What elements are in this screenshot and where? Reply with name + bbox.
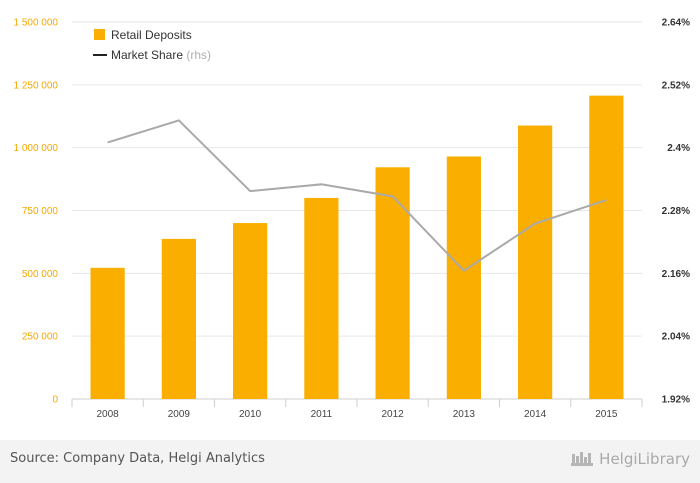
y-right-tick-label: 2.52% (662, 80, 690, 91)
bar-retail-deposits (446, 156, 481, 399)
bar-retail-deposits (90, 267, 125, 399)
legend-label-retail-deposits: Retail Deposits (111, 28, 192, 42)
bar-retail-deposits (161, 238, 196, 399)
bar-retail-deposits (589, 95, 624, 400)
y-right-tick-label: 2.16% (662, 269, 690, 280)
y-left-tick-label: 750 000 (22, 206, 59, 217)
grid-lines (72, 21, 642, 400)
y-right-tick-label: 1.92% (662, 395, 690, 406)
bar-retail-deposits (233, 223, 268, 399)
legend-swatch-market-share (93, 54, 107, 56)
chart: 0 250 000 500 000 750 000 1 000 000 1 250 000… (14, 18, 691, 421)
x-tick-label: 2014 (524, 409, 547, 420)
x-tick-label: 2008 (97, 409, 120, 420)
y-right-tick-label: 2.4% (667, 143, 690, 154)
x-tick-label: 2009 (168, 409, 191, 420)
x-tick-label: 2011 (311, 409, 333, 420)
legend-market-share-name: Market Share (111, 48, 183, 62)
y-right-tick-label: 2.04% (662, 332, 690, 343)
x-tick-label: 2012 (382, 409, 405, 420)
bar-retail-deposits (518, 125, 553, 400)
legend-swatch-retail-deposits (94, 29, 105, 40)
y-right-tick-label: 2.28% (662, 206, 690, 217)
axes: 0 250 000 500 000 750 000 1 000 000 1 250 000… (14, 18, 691, 421)
bar-retail-deposits (375, 167, 410, 399)
library-icon (571, 452, 594, 466)
footer: Source: Company Data, Helgi Analytics He… (0, 440, 700, 483)
legend: Retail Deposits Market Share (rhs) (93, 28, 211, 62)
bars (90, 95, 624, 400)
source-note: Source: Company Data, Helgi Analytics (10, 451, 265, 466)
y-right-tick-label: 2.64% (662, 18, 690, 29)
legend-label-market-share: Market Share (rhs) (111, 48, 211, 62)
x-tick-label: 2015 (595, 409, 618, 420)
y-left-tick-label: 500 000 (22, 269, 59, 280)
legend-market-share-suffix: (rhs) (183, 48, 211, 62)
market-share-line (107, 119, 607, 273)
y-left-tick-label: 1 250 000 (14, 80, 59, 91)
y-left-tick-label: 250 000 (22, 332, 59, 343)
x-tick-label: 2013 (453, 409, 476, 420)
bar-retail-deposits (304, 197, 339, 399)
y-left-tick-label: 1 500 000 (14, 18, 59, 29)
brand-name: HelgiLibrary (599, 450, 690, 468)
y-left-tick-label: 0 (52, 395, 58, 406)
market-share-line-layer (107, 119, 607, 273)
x-tick-label: 2010 (239, 409, 262, 420)
y-left-tick-label: 1 000 000 (14, 143, 59, 154)
brand-logo: HelgiLibrary (570, 449, 690, 469)
